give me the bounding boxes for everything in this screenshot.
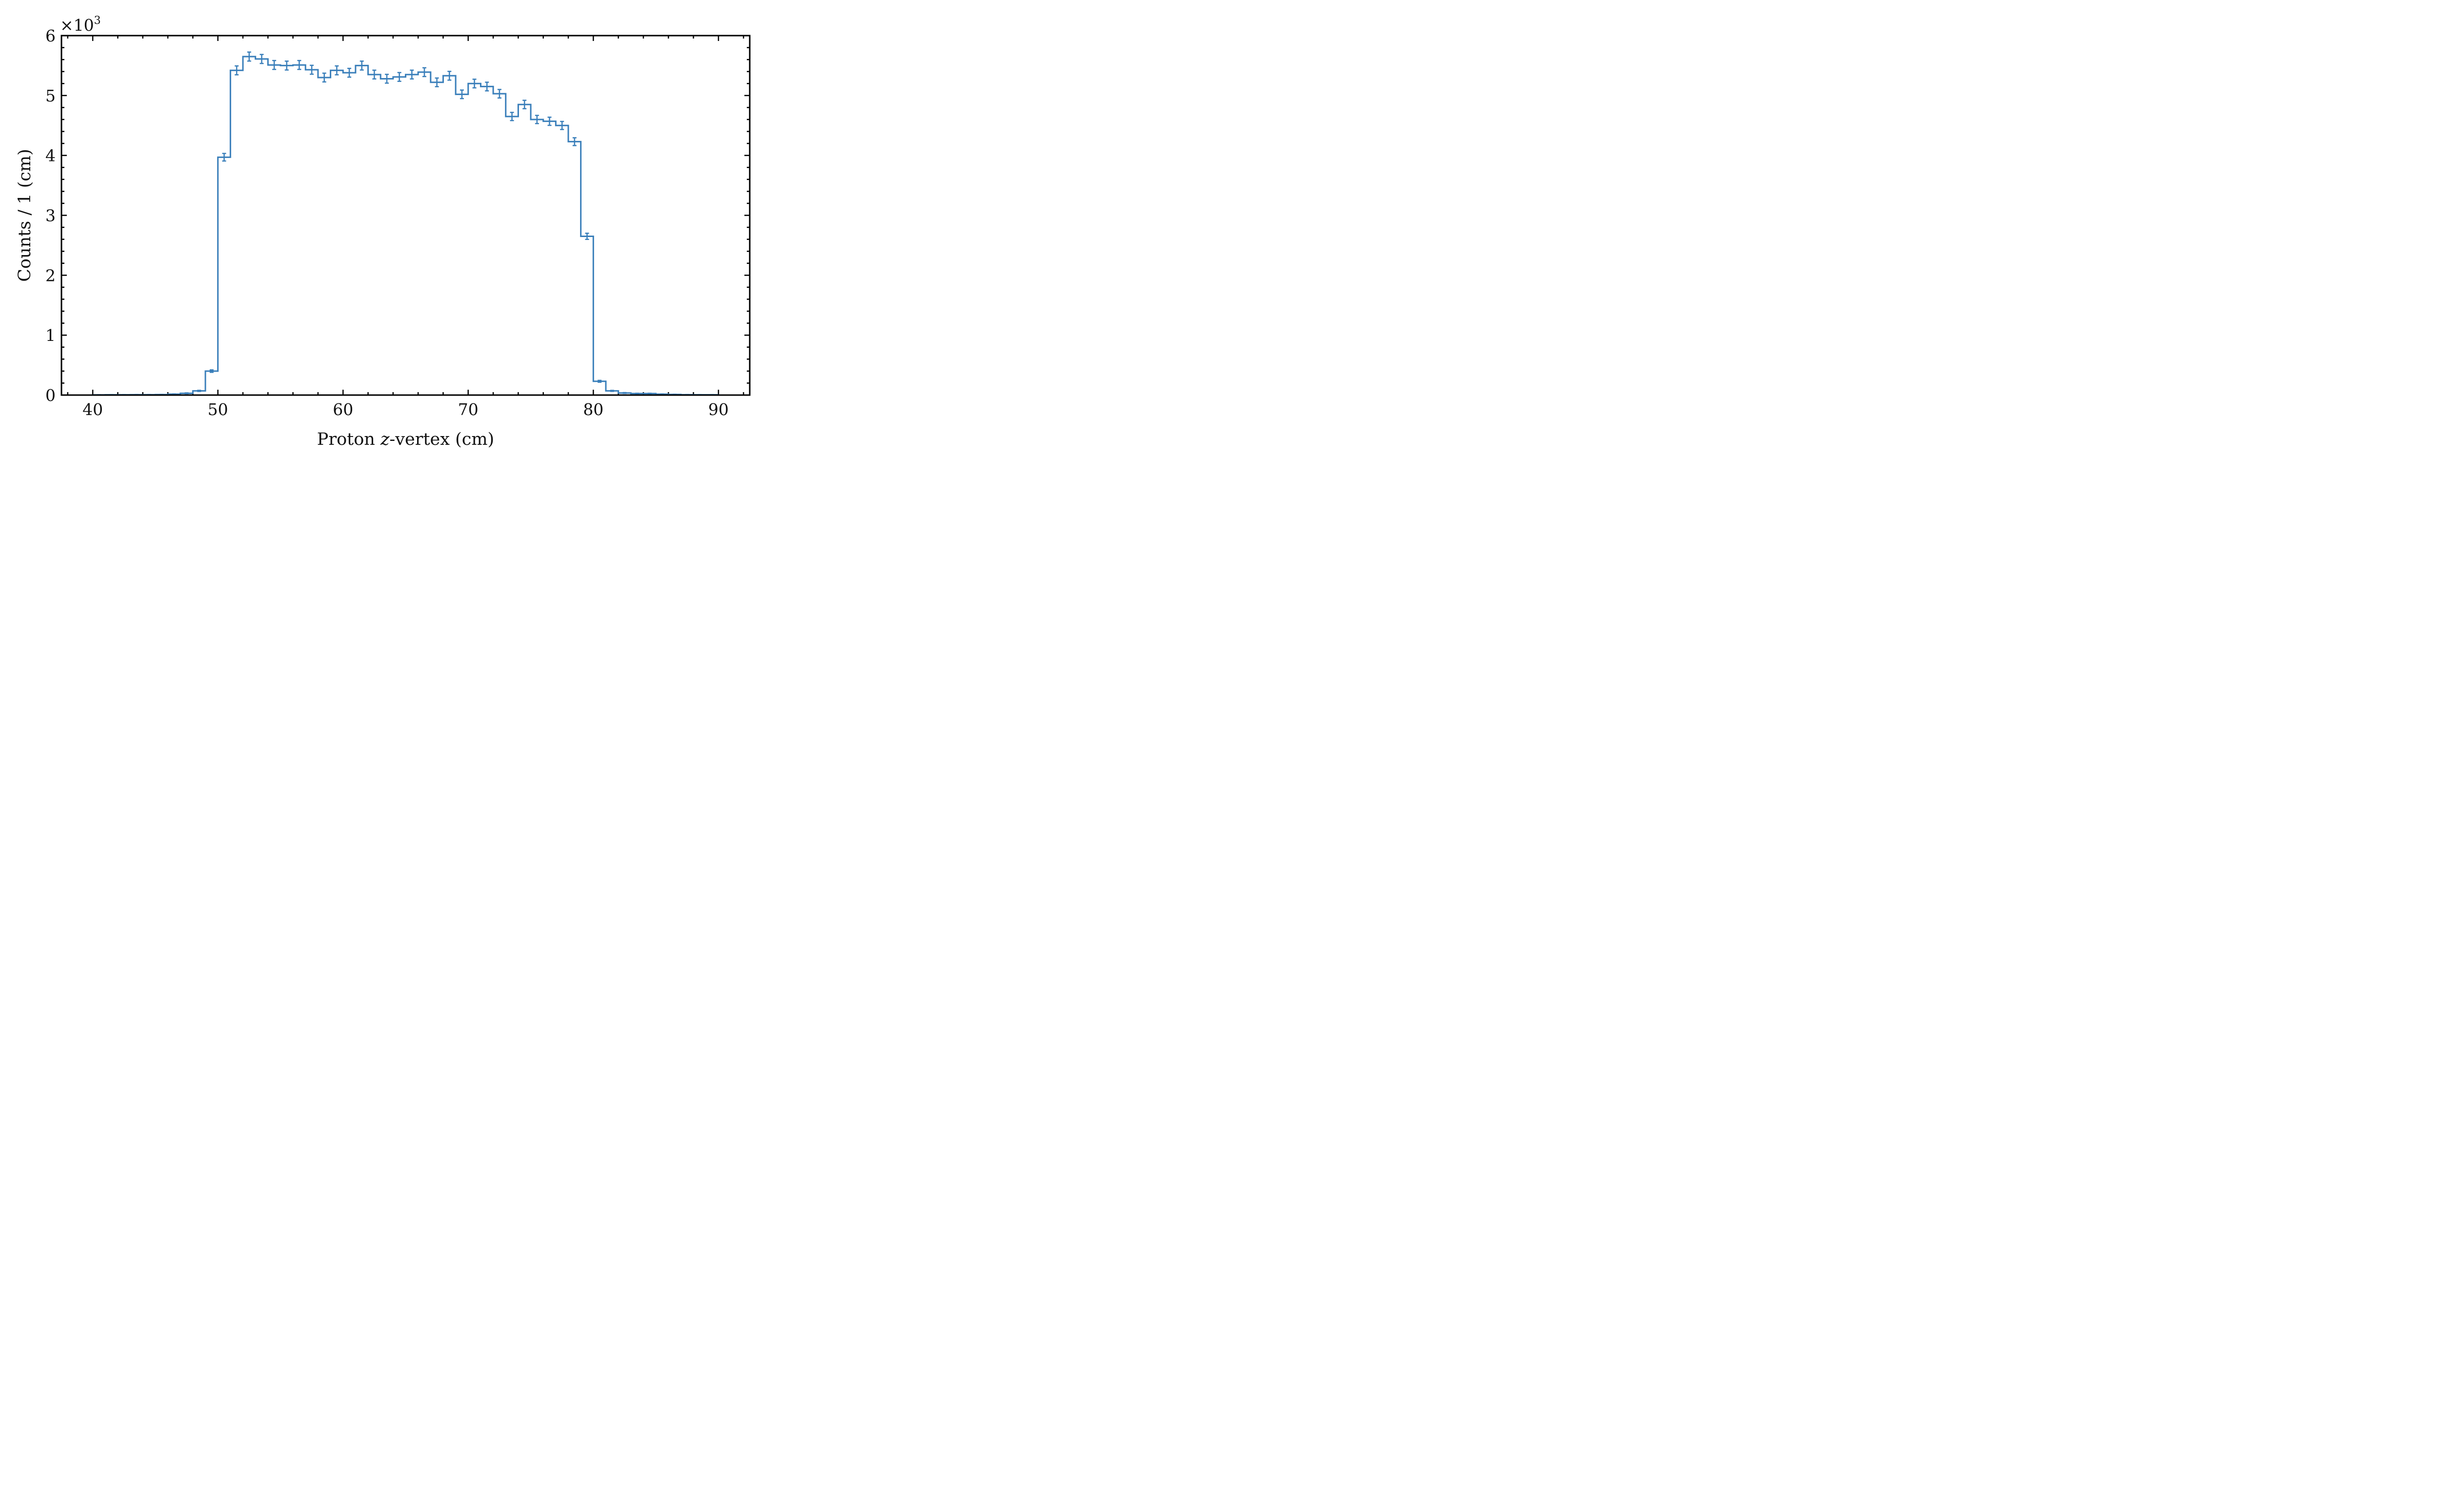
- error-bar: [297, 60, 301, 70]
- histogram-step-line: [93, 56, 719, 396]
- error-bar: [547, 117, 552, 126]
- error-bar: [235, 65, 239, 76]
- error-bar: [372, 69, 377, 80]
- axis-ticks: [61, 35, 750, 396]
- error-bar: [397, 72, 401, 82]
- x-tick-label: 80: [583, 400, 603, 419]
- error-bar: [435, 77, 439, 87]
- error-bar: [635, 393, 640, 395]
- error-bar: [447, 71, 452, 81]
- x-tick-label: 90: [708, 400, 729, 419]
- error-bar: [522, 99, 527, 110]
- y-axis-label: Counts / 1 (cm): [15, 149, 35, 282]
- error-bar: [360, 60, 364, 71]
- error-bar: [247, 51, 251, 62]
- error-bar: [535, 115, 539, 124]
- error-bar: [272, 60, 277, 70]
- y-tick-label: 6: [45, 26, 56, 45]
- error-bar: [260, 54, 264, 64]
- error-bar: [284, 60, 289, 71]
- plot-frame: [60, 35, 751, 396]
- error-bar: [347, 67, 352, 78]
- y-tick-label: 2: [45, 266, 56, 285]
- x-axis-label-suffix: -vertex (cm): [389, 430, 494, 449]
- error-bar: [472, 79, 477, 89]
- error-bar: [422, 67, 426, 78]
- histogram-chart: 40 50 60 70 80 90 0 1 2 3 4 5 6 Proton z-vertex (cm)…: [15, 15, 751, 449]
- y-tick-label: 0: [45, 386, 56, 405]
- y-axis-multiplier: ×103: [60, 15, 101, 35]
- error-bar: [485, 81, 489, 92]
- x-axis-label-variable: z: [380, 430, 390, 449]
- x-tick-label: 50: [208, 400, 228, 419]
- error-bar: [510, 112, 514, 121]
- y-tick-label: 3: [45, 206, 56, 225]
- error-bar: [335, 65, 339, 76]
- error-bar: [322, 72, 326, 83]
- error-bar: [598, 379, 602, 383]
- data-layer: [93, 51, 719, 396]
- y-tick-label: 1: [45, 326, 56, 345]
- error-bar: [572, 137, 577, 146]
- error-bar: [197, 390, 201, 392]
- error-bar: [310, 64, 314, 75]
- error-bar: [647, 393, 652, 395]
- y-tick-label: 4: [45, 146, 56, 165]
- y-tick-label: 5: [45, 86, 56, 105]
- error-bar: [497, 89, 501, 99]
- x-axis-label: Proton z-vertex (cm): [317, 430, 494, 449]
- x-tick-label: 70: [458, 400, 479, 419]
- error-bar: [385, 74, 389, 84]
- y-axis-multiplier-exponent: 3: [94, 15, 101, 27]
- x-axis-label-prefix: Proton: [317, 430, 380, 449]
- tick-labels: 40 50 60 70 80 90 0 1 2 3 4 5 6: [45, 26, 729, 419]
- error-bar: [560, 120, 564, 130]
- error-bar: [184, 392, 189, 395]
- error-bar: [222, 153, 226, 162]
- x-tick-label: 40: [82, 400, 103, 419]
- error-bar: [585, 232, 589, 240]
- error-bar: [209, 369, 214, 373]
- error-bar: [610, 390, 614, 392]
- chart-container: 40 50 60 70 80 90 0 1 2 3 4 5 6 Proton z-vertex (cm)…: [0, 0, 761, 466]
- error-bar: [410, 69, 414, 80]
- x-tick-label: 60: [333, 400, 353, 419]
- y-axis-multiplier-base: ×10: [60, 16, 94, 35]
- error-bar: [460, 89, 464, 99]
